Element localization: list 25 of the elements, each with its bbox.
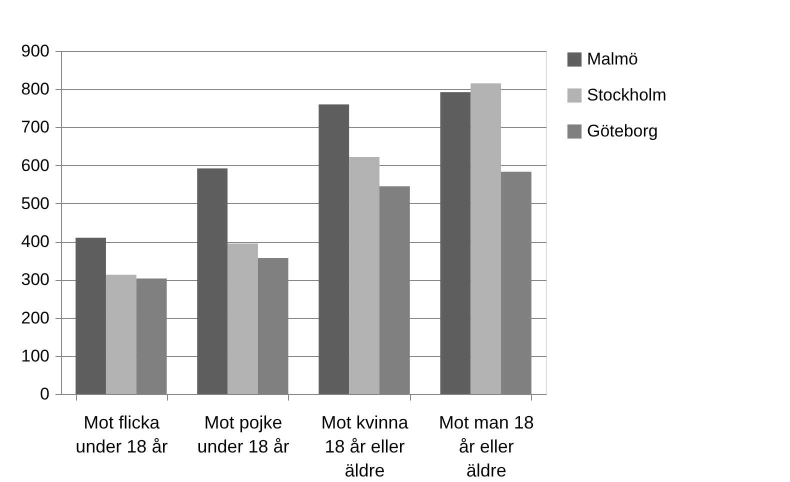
legend-label: Stockholm [587, 86, 666, 104]
bar [318, 104, 350, 394]
bar [197, 168, 228, 394]
y-tick-label: 500 [21, 194, 50, 213]
y-tick-label: 0 [40, 384, 50, 404]
bar [349, 156, 380, 394]
x-tick-label: Mot kvinna 18 år eller äldre [321, 412, 410, 480]
bar [76, 238, 106, 394]
y-tick-label: 200 [21, 308, 50, 328]
y-tick-label: 800 [21, 80, 50, 99]
legend-label: Malmö [587, 50, 638, 68]
x-tick-label: Mot pojke under 18 år [197, 412, 290, 456]
legend-label: Göteborg [587, 122, 658, 140]
y-tick-label: 400 [21, 232, 50, 252]
x-tick-label: Mot man 18 år eller äldre [438, 412, 534, 480]
bar [470, 83, 502, 394]
y-tick-label: 300 [21, 270, 50, 290]
bar [106, 274, 136, 394]
bar [440, 92, 471, 394]
y-tick-label: 600 [21, 156, 50, 175]
x-tick-label: Mot flicka under 18 år [76, 412, 168, 456]
y-tick-label: 900 [21, 42, 50, 60]
bar [228, 243, 258, 394]
y-tick-label: 100 [21, 346, 50, 366]
y-tick-label: 700 [21, 118, 50, 137]
